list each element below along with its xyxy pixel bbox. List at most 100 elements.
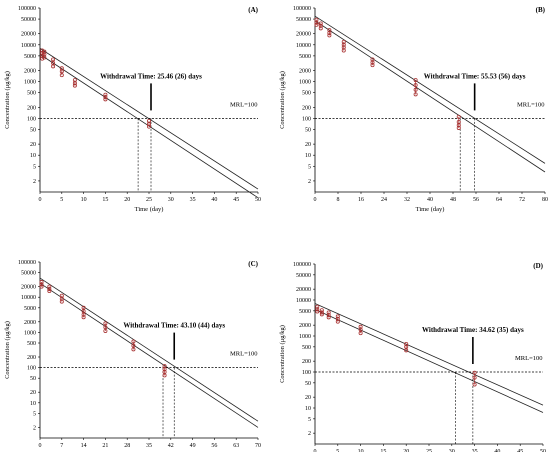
y-tick-label: 200 bbox=[302, 359, 311, 365]
x-tick-label: 64 bbox=[496, 197, 502, 203]
x-tick-label: 7 bbox=[60, 443, 63, 449]
y-tick-label: 10000 bbox=[21, 295, 36, 301]
upper-tolerance-line bbox=[39, 277, 259, 422]
upper-tolerance-line bbox=[314, 303, 544, 406]
x-tick-label: 35 bbox=[146, 443, 152, 449]
y-axis-title: Concentration (μg/kg) bbox=[279, 325, 286, 383]
panel-label: (A) bbox=[248, 6, 258, 14]
x-tick-label: 40 bbox=[211, 197, 217, 203]
mrl-label: MRL=100 bbox=[230, 101, 258, 108]
withdrawal-time-label: Withdrawal Time: 34.62 (35) days bbox=[422, 326, 524, 334]
y-tick-label: 5000 bbox=[299, 54, 311, 60]
y-tick-label: 100 bbox=[302, 370, 311, 376]
y-tick-label: 50 bbox=[30, 376, 36, 382]
x-tick-label: 56 bbox=[211, 443, 217, 449]
y-tick-label: 100 bbox=[27, 366, 36, 372]
y-tick-label: 1000 bbox=[299, 80, 311, 86]
withdrawal-time-label: Withdrawal Time: 25.46 (26) days bbox=[100, 72, 202, 80]
x-tick-label: 25 bbox=[426, 449, 432, 452]
x-tick-label: 70 bbox=[255, 443, 261, 449]
y-tick-label: 5000 bbox=[24, 306, 36, 312]
x-tick-label: 15 bbox=[380, 449, 386, 452]
x-tick-label: 24 bbox=[381, 197, 387, 203]
y-tick-label: 50 bbox=[305, 127, 311, 133]
x-tick-label: 16 bbox=[358, 197, 364, 203]
y-tick-label: 2 bbox=[33, 425, 36, 431]
x-tick-label: 0 bbox=[39, 443, 42, 449]
y-tick-label: 2 bbox=[308, 431, 311, 437]
panel-b: 1000005000020000100005000200010005002001… bbox=[279, 6, 548, 213]
panel-a: 1000005000020000100005000200010005002001… bbox=[4, 6, 261, 213]
x-tick-label: 40 bbox=[427, 197, 433, 203]
y-tick-label: 20000 bbox=[296, 287, 311, 293]
lower-regression-line bbox=[314, 308, 544, 413]
x-tick-label: 50 bbox=[540, 449, 546, 452]
x-tick-label: 49 bbox=[190, 443, 196, 449]
x-tick-label: 35 bbox=[472, 449, 478, 452]
x-tick-label: 56 bbox=[473, 197, 479, 203]
y-tick-label: 100000 bbox=[18, 6, 36, 12]
y-tick-label: 5 bbox=[308, 417, 311, 423]
y-tick-label: 50 bbox=[30, 127, 36, 133]
y-tick-label: 500 bbox=[302, 345, 311, 351]
y-tick-label: 20 bbox=[305, 395, 311, 401]
x-tick-label: 8 bbox=[337, 197, 340, 203]
x-tick-label: 42 bbox=[168, 443, 174, 449]
panel-d: 1000005000020000100005000200010005002001… bbox=[279, 262, 546, 452]
y-tick-label: 100000 bbox=[293, 6, 311, 12]
x-tick-label: 0 bbox=[314, 197, 317, 203]
lower-regression-line bbox=[39, 282, 259, 428]
x-tick-label: 35 bbox=[190, 197, 196, 203]
y-axis-title: Concentration (μg/kg) bbox=[279, 71, 286, 129]
y-tick-label: 50000 bbox=[296, 17, 311, 23]
y-tick-label: 10000 bbox=[296, 298, 311, 304]
y-tick-label: 2 bbox=[33, 179, 36, 185]
y-tick-label: 200 bbox=[27, 355, 36, 361]
y-tick-label: 100 bbox=[302, 116, 311, 122]
x-tick-label: 10 bbox=[358, 449, 364, 452]
panel-c: 1000005000020000100005000200010005002001… bbox=[4, 260, 261, 449]
x-tick-label: 21 bbox=[102, 443, 108, 449]
y-tick-label: 50 bbox=[305, 381, 311, 387]
x-tick-label: 5 bbox=[336, 449, 339, 452]
y-tick-label: 20 bbox=[30, 142, 36, 148]
x-tick-label: 0 bbox=[39, 197, 42, 203]
y-tick-label: 20000 bbox=[21, 32, 36, 38]
x-axis-title: Time (day) bbox=[416, 206, 445, 213]
x-tick-label: 15 bbox=[102, 197, 108, 203]
y-tick-label: 50000 bbox=[21, 17, 36, 23]
x-tick-label: 80 bbox=[542, 197, 548, 203]
y-tick-label: 10 bbox=[305, 406, 311, 412]
x-tick-label: 14 bbox=[81, 443, 87, 449]
y-tick-label: 10000 bbox=[21, 43, 36, 49]
x-tick-label: 63 bbox=[233, 443, 239, 449]
x-axis-title: Time (day) bbox=[135, 206, 164, 213]
x-tick-label: 72 bbox=[519, 197, 525, 203]
y-tick-label: 20 bbox=[30, 390, 36, 396]
y-tick-label: 10000 bbox=[296, 43, 311, 49]
y-tick-label: 1000 bbox=[24, 330, 36, 336]
upper-tolerance-line bbox=[314, 15, 546, 164]
x-tick-label: 5 bbox=[60, 197, 63, 203]
y-tick-label: 20 bbox=[305, 142, 311, 148]
x-tick-label: 20 bbox=[124, 197, 130, 203]
y-tick-label: 2 bbox=[308, 179, 311, 185]
withdrawal-time-label: Withdrawal Time: 55.53 (56) days bbox=[424, 72, 526, 80]
y-tick-label: 50000 bbox=[21, 271, 36, 277]
y-tick-label: 2000 bbox=[24, 69, 36, 75]
mrl-label: MRL=100 bbox=[230, 351, 258, 358]
panel-label: (D) bbox=[533, 262, 543, 270]
y-tick-label: 20000 bbox=[21, 285, 36, 291]
x-tick-label: 25 bbox=[146, 197, 152, 203]
x-tick-label: 32 bbox=[404, 197, 410, 203]
y-tick-label: 5000 bbox=[24, 54, 36, 60]
y-tick-label: 5000 bbox=[299, 309, 311, 315]
y-tick-label: 200 bbox=[27, 105, 36, 111]
y-tick-label: 5 bbox=[33, 411, 36, 417]
withdrawal-time-label: Withdrawal Time: 43.10 (44) days bbox=[123, 322, 225, 330]
x-tick-label: 30 bbox=[449, 449, 455, 452]
panel-label: (C) bbox=[248, 260, 258, 268]
lower-regression-line bbox=[314, 20, 546, 173]
x-tick-label: 40 bbox=[494, 449, 500, 452]
y-tick-label: 5 bbox=[33, 164, 36, 170]
